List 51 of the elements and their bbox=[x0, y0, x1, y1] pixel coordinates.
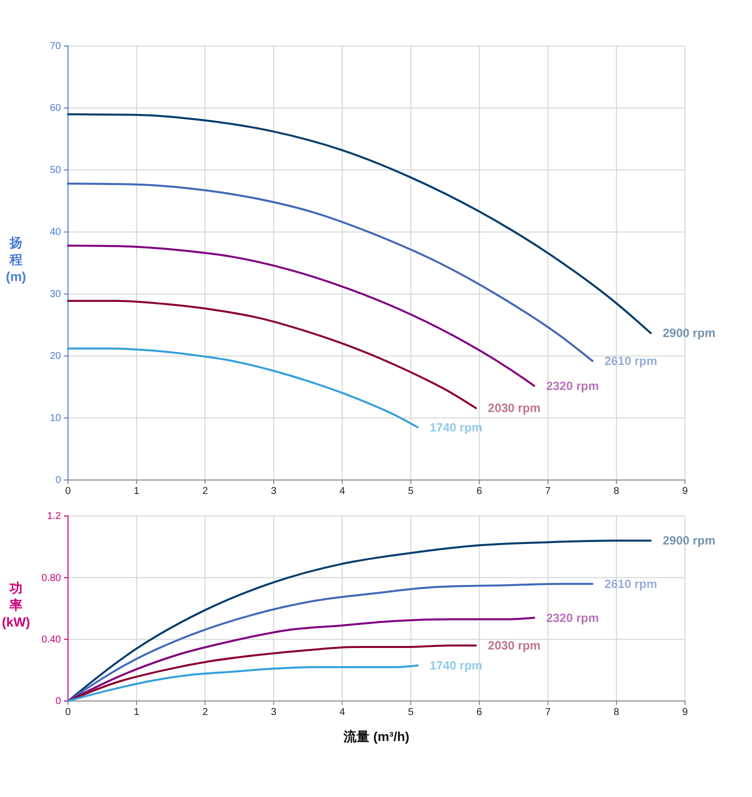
y-tick-label: 60 bbox=[50, 103, 62, 114]
series-label: 1740 rpm bbox=[430, 658, 482, 673]
y-tick-label: 0 bbox=[55, 475, 62, 486]
x-tick-label: 6 bbox=[476, 486, 483, 498]
line-series bbox=[67, 244, 536, 387]
y-tick-label: 0.80 bbox=[42, 572, 62, 584]
y-tick-label: 0.40 bbox=[42, 634, 62, 646]
x-tick-label: 8 bbox=[614, 486, 620, 498]
x-tick-label: 1 bbox=[134, 707, 140, 718]
series-label: 2900 rpm bbox=[662, 534, 716, 548]
series-label: 2610 rpm bbox=[604, 354, 658, 368]
y-tick-label: 50 bbox=[50, 165, 62, 176]
series-label: 2030 rpm bbox=[488, 638, 541, 652]
x-tick-label: 7 bbox=[545, 486, 552, 498]
x-tick-label: 7 bbox=[545, 707, 552, 718]
y-axis-title: 扬程 (m) bbox=[6, 235, 26, 284]
y-tick-label: 40 bbox=[50, 227, 62, 238]
y-tick-label: 1.2 bbox=[47, 511, 62, 522]
y-axis-title: 功率 (kW) bbox=[2, 580, 30, 630]
y-tick-label: 70 bbox=[50, 41, 62, 52]
line-series bbox=[67, 664, 419, 702]
x-tick-label: 2 bbox=[202, 707, 208, 718]
y-tick-label: 20 bbox=[50, 351, 62, 362]
line-series bbox=[67, 300, 477, 410]
x-axis-title: 流量 (m³/h) bbox=[342, 729, 410, 744]
line-series bbox=[67, 113, 652, 334]
x-tick-label: 5 bbox=[408, 486, 414, 498]
line-series bbox=[67, 348, 419, 428]
x-tick-label: 6 bbox=[476, 707, 483, 718]
x-tick-label: 3 bbox=[270, 707, 277, 718]
series-label: 2320 rpm bbox=[546, 610, 599, 625]
x-tick-label: 9 bbox=[682, 707, 688, 718]
x-tick-label: 3 bbox=[270, 486, 277, 498]
y-tick-label: 30 bbox=[50, 289, 62, 300]
x-tick-label: 1 bbox=[134, 486, 140, 498]
y-tick-label: 10 bbox=[50, 413, 62, 424]
x-tick-label: 9 bbox=[682, 486, 688, 498]
y-tick-label: 0 bbox=[55, 696, 62, 708]
series-label: 1740 rpm bbox=[430, 420, 482, 434]
series-label: 2030 rpm bbox=[488, 401, 541, 416]
series-label: 2320 rpm bbox=[546, 378, 599, 393]
x-tick-label: 2 bbox=[202, 486, 208, 498]
series-label: 2900 rpm bbox=[662, 326, 716, 340]
x-tick-label: 0 bbox=[65, 707, 72, 718]
series-label: 2610 rpm bbox=[604, 576, 658, 591]
x-tick-label: 8 bbox=[614, 707, 620, 718]
x-tick-label: 4 bbox=[339, 707, 346, 718]
x-tick-label: 5 bbox=[408, 707, 414, 718]
x-tick-label: 0 bbox=[65, 486, 72, 498]
line-series bbox=[67, 182, 594, 362]
x-tick-label: 4 bbox=[339, 486, 346, 498]
